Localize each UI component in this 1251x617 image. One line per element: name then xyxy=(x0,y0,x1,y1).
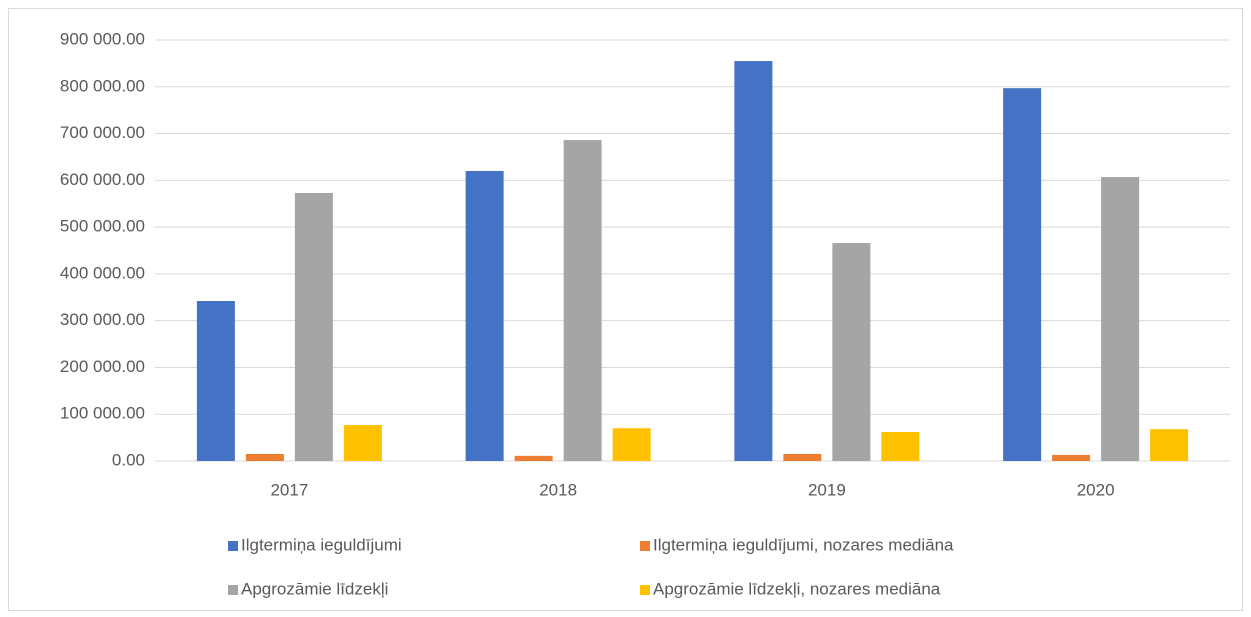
y-tick-label: 600 000.00 xyxy=(60,170,145,189)
bar xyxy=(832,243,871,461)
bar xyxy=(196,301,235,461)
legend-swatch xyxy=(228,585,238,595)
y-tick-label: 400 000.00 xyxy=(60,263,145,282)
x-tick-label: 2019 xyxy=(808,480,846,499)
chart-border xyxy=(8,8,1243,611)
bar xyxy=(1003,88,1042,461)
y-tick-label: 700 000.00 xyxy=(60,123,145,142)
legend-label: Apgrozāmie līdzekļi, nozares mediāna xyxy=(653,579,941,598)
legend-label: Ilgtermiņa ieguldījumi xyxy=(241,535,402,554)
x-tick-label: 2017 xyxy=(270,480,308,499)
bar xyxy=(1150,429,1189,461)
bar xyxy=(783,453,822,461)
bar xyxy=(881,431,920,461)
y-tick-label: 0.00 xyxy=(112,450,145,469)
x-tick-label: 2020 xyxy=(1077,480,1115,499)
bar xyxy=(294,192,333,462)
legend-label: Apgrozāmie līdzekļi xyxy=(241,579,388,598)
bar xyxy=(563,140,602,462)
legend-swatch xyxy=(228,541,238,551)
legend-swatch xyxy=(640,541,650,551)
y-tick-label: 300 000.00 xyxy=(60,310,145,329)
y-tick-label: 500 000.00 xyxy=(60,217,145,236)
bar xyxy=(465,170,504,461)
y-tick-label: 200 000.00 xyxy=(60,357,145,376)
bar xyxy=(734,61,773,462)
y-tick-label: 100 000.00 xyxy=(60,404,145,423)
bar xyxy=(514,455,553,461)
legend-label: Ilgtermiņa ieguldījumi, nozares mediāna xyxy=(653,535,954,554)
bar xyxy=(1052,454,1091,461)
bar xyxy=(612,428,651,461)
bar xyxy=(1101,177,1140,461)
bar xyxy=(343,424,382,461)
x-tick-label: 2018 xyxy=(539,480,577,499)
y-tick-label: 800 000.00 xyxy=(60,76,145,95)
legend-swatch xyxy=(640,585,650,595)
bar xyxy=(245,453,284,461)
y-tick-label: 900 000.00 xyxy=(60,29,145,48)
